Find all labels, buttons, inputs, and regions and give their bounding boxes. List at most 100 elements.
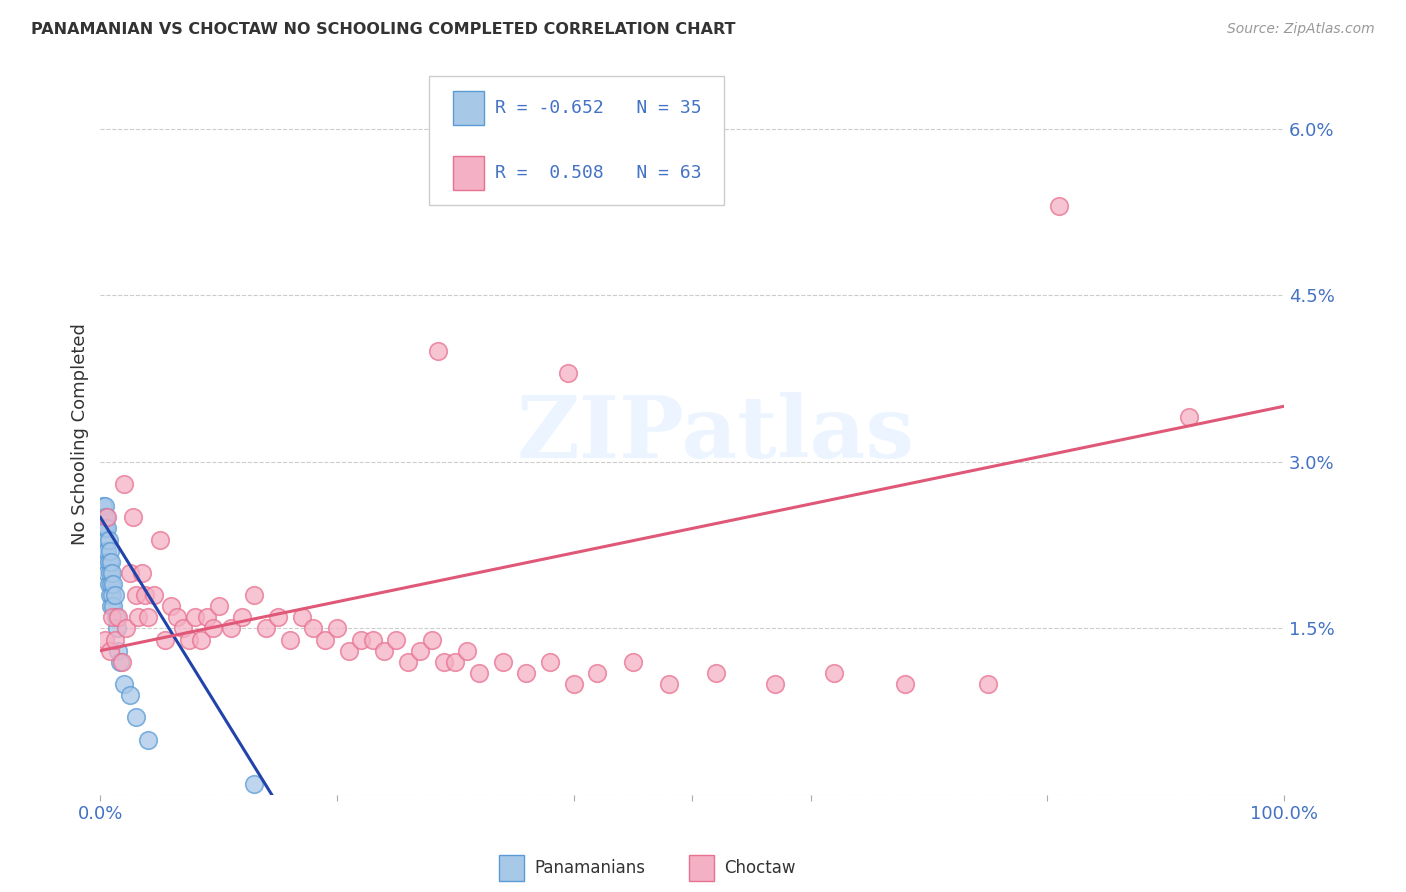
Point bbox=[195, 610, 218, 624]
Point bbox=[977, 677, 1000, 691]
Point bbox=[468, 665, 491, 680]
Point bbox=[136, 610, 159, 624]
Point bbox=[763, 677, 786, 691]
Point bbox=[98, 543, 121, 558]
Point bbox=[254, 622, 277, 636]
Point bbox=[515, 665, 537, 680]
Point bbox=[538, 655, 561, 669]
Point bbox=[420, 632, 443, 647]
Point bbox=[96, 521, 118, 535]
Point bbox=[101, 610, 124, 624]
Text: PANAMANIAN VS CHOCTAW NO SCHOOLING COMPLETED CORRELATION CHART: PANAMANIAN VS CHOCTAW NO SCHOOLING COMPL… bbox=[31, 22, 735, 37]
Point bbox=[96, 566, 118, 580]
Point bbox=[621, 655, 644, 669]
Point bbox=[433, 655, 456, 669]
Point bbox=[184, 610, 207, 624]
Point bbox=[562, 677, 585, 691]
Point bbox=[290, 610, 312, 624]
Point bbox=[112, 477, 135, 491]
Point bbox=[110, 655, 132, 669]
Point bbox=[103, 632, 125, 647]
Point bbox=[142, 588, 165, 602]
Text: R =  0.508   N = 63: R = 0.508 N = 63 bbox=[495, 164, 702, 182]
Point bbox=[131, 566, 153, 580]
Text: Panamanians: Panamanians bbox=[534, 859, 645, 877]
Text: R = -0.652   N = 35: R = -0.652 N = 35 bbox=[495, 99, 702, 117]
Point bbox=[894, 677, 917, 691]
Point bbox=[361, 632, 384, 647]
Point bbox=[148, 533, 170, 547]
Point bbox=[91, 500, 114, 514]
Point bbox=[96, 543, 118, 558]
Point bbox=[201, 622, 224, 636]
Point bbox=[557, 366, 579, 380]
Point bbox=[409, 643, 432, 657]
Point bbox=[704, 665, 727, 680]
Point bbox=[100, 577, 122, 591]
Point bbox=[98, 566, 121, 580]
Point bbox=[104, 610, 127, 624]
Point bbox=[444, 655, 467, 669]
Point bbox=[155, 632, 177, 647]
Text: Choctaw: Choctaw bbox=[724, 859, 796, 877]
Point bbox=[350, 632, 373, 647]
Point bbox=[105, 622, 128, 636]
Point bbox=[100, 599, 122, 614]
Point bbox=[94, 543, 117, 558]
Point bbox=[314, 632, 336, 647]
Point bbox=[125, 588, 148, 602]
Point bbox=[1178, 410, 1201, 425]
Point bbox=[101, 566, 124, 580]
Point bbox=[426, 343, 449, 358]
Point bbox=[337, 643, 360, 657]
Point bbox=[112, 677, 135, 691]
Point bbox=[243, 588, 266, 602]
Point bbox=[100, 555, 122, 569]
Point bbox=[166, 610, 188, 624]
Point bbox=[94, 521, 117, 535]
Point bbox=[267, 610, 290, 624]
Point bbox=[1047, 199, 1070, 213]
Point bbox=[492, 655, 515, 669]
Point bbox=[208, 599, 231, 614]
Point bbox=[385, 632, 408, 647]
Point bbox=[96, 510, 118, 524]
Point bbox=[172, 622, 194, 636]
Point bbox=[98, 588, 121, 602]
Point bbox=[823, 665, 845, 680]
Point bbox=[97, 555, 120, 569]
Point bbox=[122, 510, 145, 524]
Point bbox=[96, 555, 118, 569]
Point bbox=[243, 777, 266, 791]
Point bbox=[97, 533, 120, 547]
Text: ZIPatlas: ZIPatlas bbox=[517, 392, 915, 476]
Point bbox=[115, 622, 138, 636]
Point bbox=[134, 588, 156, 602]
Point bbox=[657, 677, 679, 691]
Point bbox=[101, 588, 124, 602]
Point bbox=[160, 599, 183, 614]
Point bbox=[456, 643, 478, 657]
Point bbox=[231, 610, 253, 624]
Point bbox=[96, 510, 118, 524]
Point bbox=[107, 610, 129, 624]
Point bbox=[107, 643, 129, 657]
Point bbox=[96, 533, 118, 547]
Point bbox=[93, 521, 115, 535]
Point bbox=[98, 643, 121, 657]
Point bbox=[94, 632, 117, 647]
Y-axis label: No Schooling Completed: No Schooling Completed bbox=[72, 323, 89, 545]
Point bbox=[179, 632, 201, 647]
Point bbox=[94, 500, 117, 514]
Point bbox=[586, 665, 609, 680]
Point bbox=[190, 632, 212, 647]
Point bbox=[136, 732, 159, 747]
Point bbox=[103, 599, 125, 614]
Point bbox=[326, 622, 349, 636]
Point bbox=[125, 710, 148, 724]
Point bbox=[396, 655, 419, 669]
Point bbox=[111, 655, 134, 669]
Point bbox=[97, 577, 120, 591]
Point bbox=[103, 577, 125, 591]
Point bbox=[373, 643, 395, 657]
